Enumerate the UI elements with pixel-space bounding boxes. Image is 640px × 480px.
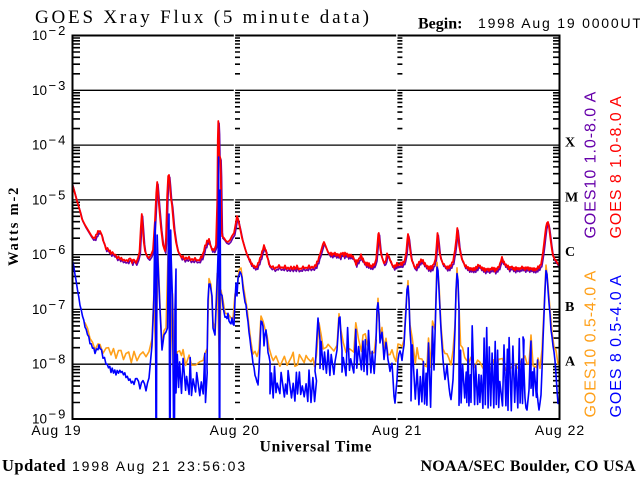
- svg-text:A: A: [565, 355, 576, 370]
- svg-text:Updated: Updated: [2, 456, 66, 475]
- svg-text:−3: −3: [49, 78, 68, 93]
- svg-text:GOES10 1.0-8.0 A: GOES10 1.0-8.0 A: [583, 91, 600, 239]
- svg-text:−7: −7: [49, 297, 68, 312]
- svg-text:10: 10: [32, 138, 47, 153]
- svg-text:Watts m-2: Watts m-2: [6, 186, 22, 266]
- svg-text:−8: −8: [49, 352, 68, 367]
- svg-text:10: 10: [32, 412, 47, 427]
- svg-text:−4: −4: [49, 133, 68, 148]
- svg-text:C: C: [565, 245, 575, 260]
- svg-text:Aug 22: Aug 22: [535, 422, 585, 438]
- svg-text:NOAA/SEC Boulder, CO USA: NOAA/SEC Boulder, CO USA: [420, 458, 636, 475]
- svg-text:10: 10: [32, 28, 47, 43]
- svg-text:10: 10: [32, 247, 47, 262]
- svg-text:B: B: [565, 300, 574, 315]
- svg-text:1998 Aug 21 23:56:03: 1998 Aug 21 23:56:03: [72, 458, 247, 474]
- svg-text:Begin:: Begin:: [418, 16, 462, 33]
- svg-text:Universal Time: Universal Time: [260, 439, 373, 456]
- svg-text:Aug 19: Aug 19: [31, 422, 81, 438]
- svg-text:GOES 8 0.5-4.0 A: GOES 8 0.5-4.0 A: [608, 274, 625, 417]
- svg-text:−2: −2: [49, 23, 68, 38]
- svg-text:1998 Aug 19 0000UT: 1998 Aug 19 0000UT: [478, 15, 640, 31]
- svg-text:GOES 8 1.0-8.0 A: GOES 8 1.0-8.0 A: [608, 95, 625, 238]
- svg-text:10: 10: [32, 83, 47, 98]
- svg-text:M: M: [565, 190, 578, 205]
- svg-text:GOES Xray Flux (5 minute data): GOES Xray Flux (5 minute data): [35, 7, 372, 28]
- svg-text:X: X: [565, 136, 575, 151]
- svg-text:10: 10: [32, 192, 47, 207]
- svg-text:−6: −6: [49, 242, 68, 257]
- svg-text:10: 10: [32, 357, 47, 372]
- svg-text:10: 10: [32, 302, 47, 317]
- svg-text:−5: −5: [49, 187, 68, 202]
- svg-text:−9: −9: [49, 407, 68, 422]
- svg-text:Aug 21: Aug 21: [372, 422, 422, 438]
- svg-text:Aug 20: Aug 20: [210, 422, 260, 438]
- svg-text:GOES10 0.5-4.0 A: GOES10 0.5-4.0 A: [583, 270, 600, 418]
